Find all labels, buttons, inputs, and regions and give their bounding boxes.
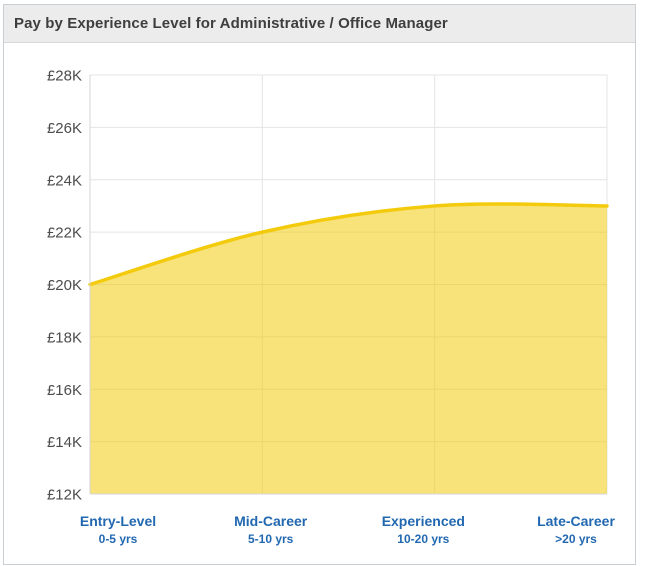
y-axis-tick-label: £16K (47, 382, 82, 399)
x-axis-category-label: Mid-Career (234, 513, 308, 529)
x-axis-category-label: Experienced (382, 513, 465, 529)
x-axis-category-sublabel: >20 yrs (555, 532, 597, 546)
chart-title: Pay by Experience Level for Administrati… (14, 15, 448, 32)
y-axis-tick-label: £12K (47, 487, 82, 504)
y-axis-tick-label: £24K (47, 172, 82, 189)
chart-body: £12K £14K £16K £18K £20K £22K £24K £26K £28K Entr… (4, 43, 635, 564)
x-axis-category-label: Entry-Level (80, 513, 156, 529)
x-axis-category-sublabel: 0-5 yrs (99, 532, 138, 546)
pay-by-experience-chart: £12K £14K £16K £18K £20K £22K £24K £26K £28K Entr… (47, 68, 615, 547)
y-axis-tick-label: £22K (47, 225, 82, 242)
y-axis-tick-label: £14K (47, 434, 82, 451)
y-axis-tick-label: £26K (47, 120, 82, 137)
pay-area-fill[interactable] (90, 203, 607, 494)
x-axis-category-sublabel: 10-20 yrs (397, 532, 449, 546)
pay-chart-panel: Pay by Experience Level for Administrati… (3, 4, 636, 565)
x-axis-category-sublabel: 5-10 yrs (248, 532, 294, 546)
pay-area-line[interactable] (88, 202, 609, 287)
y-axis-tick-label: £20K (47, 277, 82, 294)
y-axis-tick-label: £18K (47, 329, 82, 346)
y-axis-tick-label: £28K (47, 68, 82, 85)
chart-header: Pay by Experience Level for Administrati… (4, 5, 635, 43)
x-axis-category-label: Late-Career (537, 513, 615, 529)
